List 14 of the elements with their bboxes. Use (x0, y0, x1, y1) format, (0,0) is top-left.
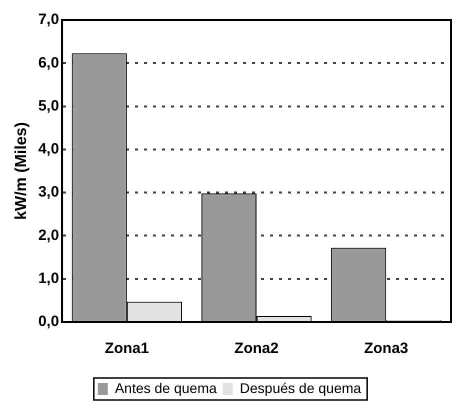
y-tick-label: 1,0 (38, 270, 60, 287)
y-tick-label: 7,0 (38, 11, 60, 28)
x-tick-label: Zona1 (104, 340, 149, 358)
y-tick-label: 6,0 (38, 54, 60, 72)
y-tick-label: 0,0 (38, 313, 60, 330)
legend-label: Antes de quema (114, 380, 217, 396)
y-tick-label: 3,0 (38, 184, 60, 201)
y-tick-label: 4,0 (38, 140, 60, 158)
y-axis-title: kW/m (Miles) (13, 122, 30, 220)
x-tick-label: Zona2 (234, 340, 279, 358)
x-tick-label: Zona3 (364, 340, 408, 358)
legend-label: Después de quema (240, 380, 362, 396)
y-tick-label: 5,0 (38, 97, 60, 114)
y-tick-label: 2,0 (38, 226, 60, 244)
